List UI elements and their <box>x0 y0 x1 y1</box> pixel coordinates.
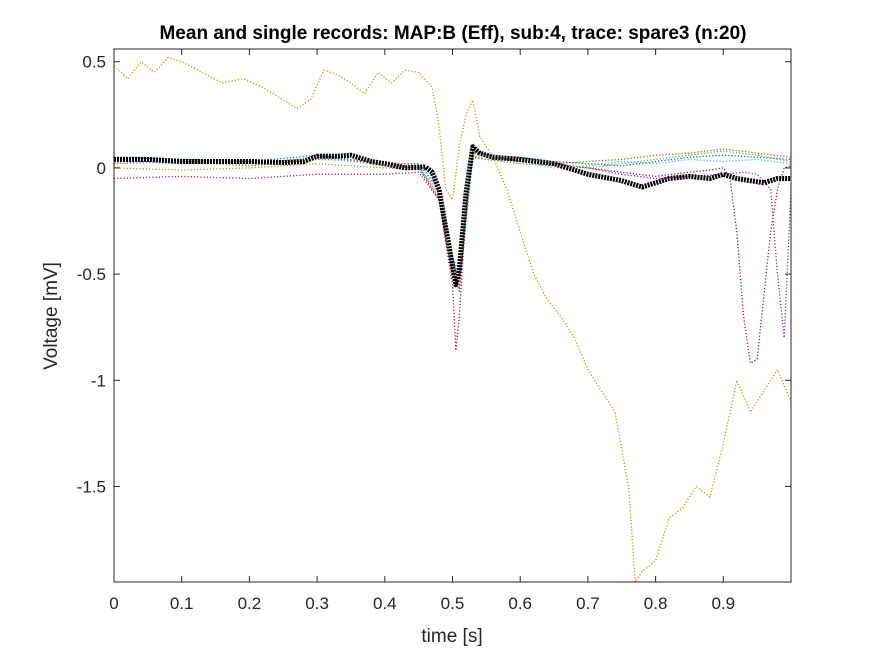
chart-title: Mean and single records: MAP:B (Eff), su… <box>159 23 746 44</box>
single-record-line-2 <box>114 150 791 364</box>
y-tick-label: -0.5 <box>77 265 106 284</box>
y-tick-label: 0.5 <box>82 53 106 72</box>
x-tick-label: 0.5 <box>441 594 465 613</box>
x-tick-label: 0 <box>109 594 118 613</box>
single-record-line-7 <box>114 150 791 277</box>
y-tick-label: -1.5 <box>77 477 106 496</box>
x-tick-label: 0.6 <box>508 594 532 613</box>
x-tick-label: 0.8 <box>644 594 668 613</box>
single-record-line-1 <box>114 56 791 582</box>
single-record-line-4 <box>114 148 791 275</box>
tick-layer: 0 0.1 0.2 0.3 0.4 0.5 0.6 0.7 0.8 0.9 0.5 0 -0.5 -1 -1… <box>77 49 791 613</box>
x-tick-label: 0.2 <box>238 594 262 613</box>
x-axis-label: time [s] <box>421 626 482 647</box>
x-tick-label: 0.9 <box>711 594 735 613</box>
plot-area <box>114 49 791 582</box>
x-tick-label: 0.3 <box>305 594 329 613</box>
series-layer <box>114 56 791 582</box>
x-tick-label: 0.1 <box>170 594 194 613</box>
y-axis-label: Voltage [mV] <box>41 262 62 370</box>
x-tick-label: 0.7 <box>576 594 600 613</box>
x-tick-label: 0.4 <box>373 594 397 613</box>
mean-trace-line <box>114 144 791 288</box>
y-tick-label: 0 <box>97 159 106 178</box>
y-tick-label: -1 <box>91 371 106 390</box>
